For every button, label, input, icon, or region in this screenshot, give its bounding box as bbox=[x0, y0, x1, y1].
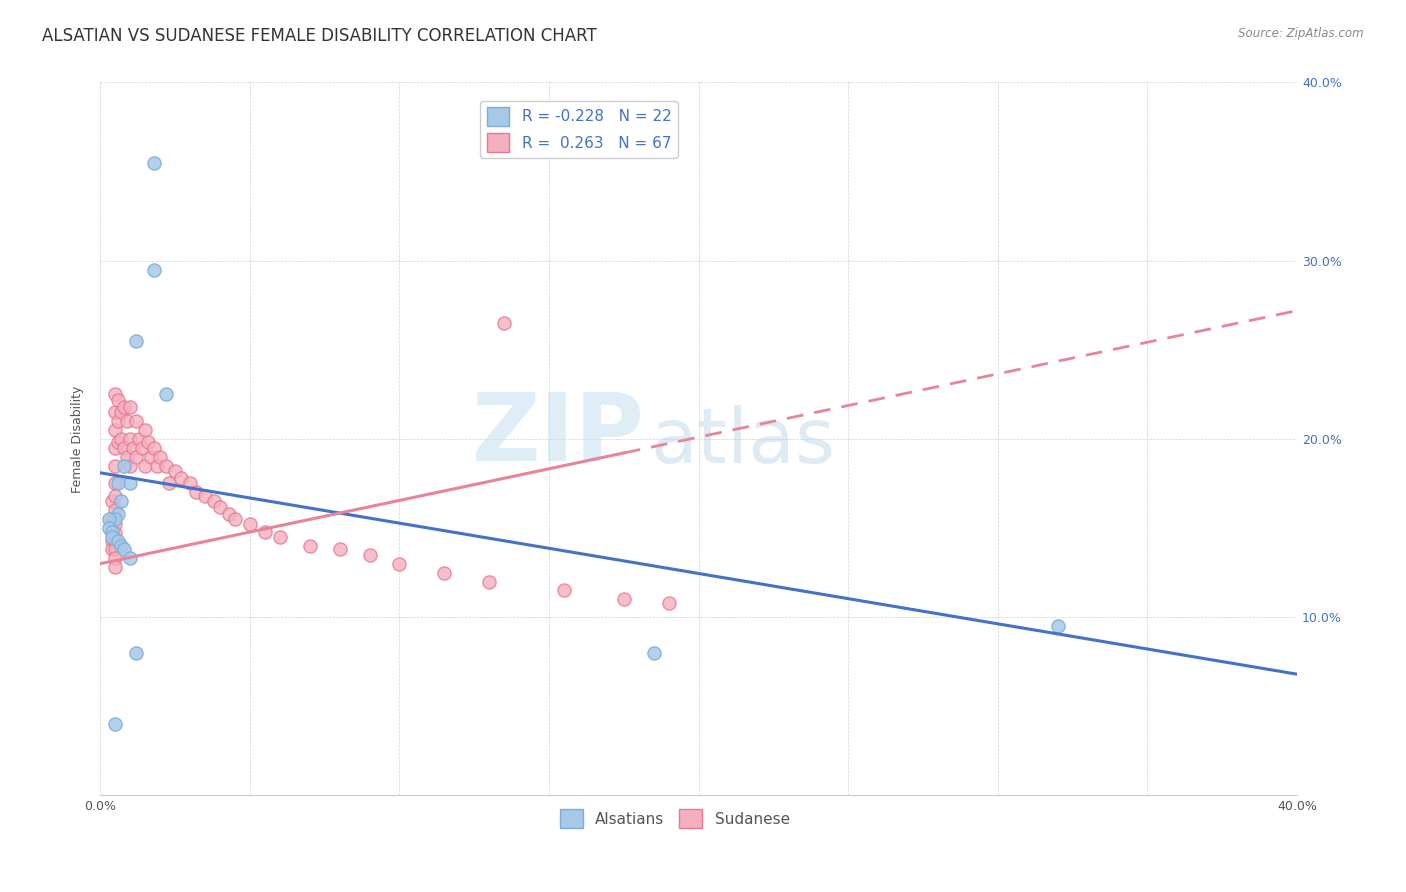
Point bbox=[104, 387, 127, 401]
Point bbox=[104, 489, 127, 503]
Point bbox=[149, 450, 172, 464]
Point bbox=[110, 494, 132, 508]
Point bbox=[101, 512, 124, 526]
Legend: Alsatians, Sudanese: Alsatians, Sudanese bbox=[554, 803, 796, 834]
Text: atlas: atlas bbox=[651, 406, 835, 480]
Text: Source: ZipAtlas.com: Source: ZipAtlas.com bbox=[1239, 27, 1364, 40]
Point bbox=[146, 458, 169, 473]
Point bbox=[179, 476, 201, 491]
Point bbox=[155, 458, 177, 473]
Point bbox=[184, 485, 207, 500]
Point bbox=[359, 548, 381, 562]
Point bbox=[104, 458, 127, 473]
Point bbox=[143, 155, 166, 169]
Point bbox=[478, 574, 501, 589]
Point bbox=[139, 450, 162, 464]
Point bbox=[134, 423, 156, 437]
Point bbox=[128, 432, 150, 446]
Point bbox=[253, 524, 276, 539]
Point bbox=[143, 441, 166, 455]
Point bbox=[107, 507, 129, 521]
Point bbox=[269, 530, 291, 544]
Point bbox=[218, 507, 240, 521]
Point bbox=[170, 471, 193, 485]
Point bbox=[658, 596, 681, 610]
Point bbox=[104, 526, 127, 541]
Point bbox=[1046, 619, 1069, 633]
Point bbox=[107, 476, 129, 491]
Point bbox=[643, 646, 665, 660]
Point bbox=[120, 458, 142, 473]
Point bbox=[107, 533, 129, 548]
Point bbox=[125, 646, 148, 660]
Point bbox=[107, 414, 129, 428]
Point bbox=[224, 512, 246, 526]
Point bbox=[104, 441, 127, 455]
Point bbox=[298, 539, 321, 553]
Point bbox=[101, 524, 124, 539]
Point bbox=[104, 542, 127, 557]
Point bbox=[125, 450, 148, 464]
Point bbox=[125, 414, 148, 428]
Point bbox=[104, 512, 127, 526]
Point bbox=[110, 432, 132, 446]
Point bbox=[101, 533, 124, 548]
Point bbox=[98, 521, 121, 535]
Point bbox=[110, 539, 132, 553]
Point bbox=[98, 512, 121, 526]
Point bbox=[202, 494, 225, 508]
Point bbox=[120, 551, 142, 566]
Point bbox=[120, 476, 142, 491]
Text: ALSATIAN VS SUDANESE FEMALE DISABILITY CORRELATION CHART: ALSATIAN VS SUDANESE FEMALE DISABILITY C… bbox=[42, 27, 598, 45]
Point bbox=[101, 524, 124, 539]
Point bbox=[553, 583, 575, 598]
Point bbox=[110, 405, 132, 419]
Point bbox=[120, 432, 142, 446]
Point bbox=[208, 500, 231, 514]
Point bbox=[104, 717, 127, 731]
Point bbox=[134, 458, 156, 473]
Point bbox=[613, 592, 636, 607]
Point bbox=[494, 316, 516, 330]
Point bbox=[388, 557, 411, 571]
Point bbox=[104, 476, 127, 491]
Point bbox=[115, 414, 138, 428]
Point bbox=[194, 489, 217, 503]
Point bbox=[107, 435, 129, 450]
Point bbox=[112, 458, 135, 473]
Point bbox=[112, 400, 135, 414]
Point bbox=[104, 423, 127, 437]
Point bbox=[104, 560, 127, 574]
Point bbox=[104, 535, 127, 549]
Point bbox=[101, 542, 124, 557]
Point bbox=[143, 262, 166, 277]
Point bbox=[131, 441, 153, 455]
Point bbox=[239, 517, 262, 532]
Point bbox=[329, 542, 352, 557]
Point bbox=[101, 530, 124, 544]
Point bbox=[125, 334, 148, 348]
Point bbox=[104, 503, 127, 517]
Point bbox=[136, 435, 159, 450]
Point bbox=[120, 400, 142, 414]
Point bbox=[433, 566, 456, 580]
Point bbox=[115, 450, 138, 464]
Text: ZIP: ZIP bbox=[472, 389, 645, 482]
Point bbox=[157, 476, 180, 491]
Point bbox=[122, 441, 145, 455]
Y-axis label: Female Disability: Female Disability bbox=[72, 385, 84, 492]
Point bbox=[155, 387, 177, 401]
Point bbox=[104, 551, 127, 566]
Point bbox=[101, 494, 124, 508]
Point bbox=[107, 392, 129, 407]
Point bbox=[112, 441, 135, 455]
Point bbox=[104, 517, 127, 532]
Point bbox=[104, 405, 127, 419]
Point bbox=[112, 542, 135, 557]
Point bbox=[163, 464, 186, 478]
